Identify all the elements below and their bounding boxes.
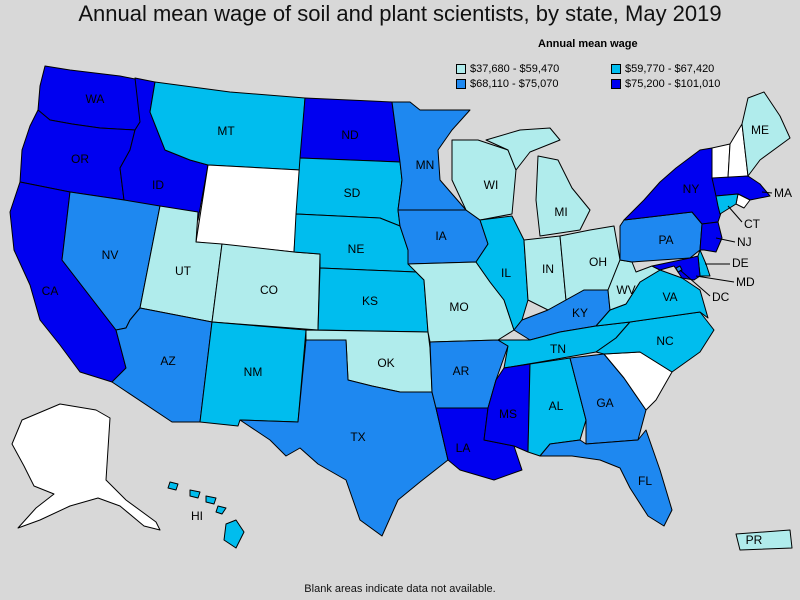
label-PR: PR bbox=[746, 533, 763, 547]
leader-MD bbox=[695, 275, 735, 283]
legend-label-bin-3: $75,200 - $101,010 bbox=[625, 78, 721, 90]
label-FL: FL bbox=[638, 474, 652, 488]
state-WY[interactable] bbox=[195, 164, 301, 253]
label-AR: AR bbox=[453, 364, 470, 378]
legend-title: Annual mean wage bbox=[538, 38, 638, 50]
label-MI: MI bbox=[554, 205, 567, 219]
label-AL: AL bbox=[549, 399, 564, 413]
legend: Annual mean wage $37,680 - $59,470 $59,7… bbox=[440, 38, 790, 91]
state-MN[interactable] bbox=[391, 101, 471, 211]
label-NJ: NJ bbox=[737, 235, 752, 249]
label-HI: HI bbox=[191, 509, 203, 523]
leader-NJ bbox=[715, 237, 736, 243]
label-PA: PA bbox=[658, 233, 673, 247]
legend-item-bin-2: $68,110 - $75,070 bbox=[456, 77, 611, 91]
label-MT: MT bbox=[217, 124, 235, 138]
map-title: Annual mean wage of soil and plant scien… bbox=[78, 1, 722, 26]
label-IN: IN bbox=[542, 262, 554, 276]
legend-item-bin-1: $59,770 - $67,420 bbox=[611, 62, 786, 76]
legend-swatch-bin-3 bbox=[611, 79, 621, 89]
legend-swatch-bin-1 bbox=[611, 64, 621, 74]
label-WA: WA bbox=[86, 92, 105, 106]
state-TX[interactable] bbox=[239, 339, 449, 537]
state-CT[interactable] bbox=[715, 193, 739, 215]
label-MD: MD bbox=[736, 275, 755, 289]
label-CT: CT bbox=[744, 217, 761, 231]
state-ME[interactable] bbox=[741, 91, 791, 177]
label-UT: UT bbox=[175, 264, 192, 278]
label-TX: TX bbox=[350, 430, 365, 444]
legend-label-bin-2: $68,110 - $75,070 bbox=[470, 78, 559, 90]
leader-CT bbox=[727, 205, 743, 223]
label-NY: NY bbox=[683, 182, 700, 196]
label-DC: DC bbox=[712, 290, 730, 304]
leader-MA bbox=[761, 191, 773, 194]
footnote: Blank areas indicate data not available. bbox=[304, 583, 496, 595]
state-VT[interactable] bbox=[711, 143, 731, 179]
label-IL: IL bbox=[501, 266, 511, 280]
legend-item-bin-3: $75,200 - $101,010 bbox=[611, 77, 786, 91]
legend-swatch-bin-2 bbox=[456, 79, 466, 89]
state-FL[interactable] bbox=[539, 429, 673, 527]
leader-DC bbox=[679, 269, 711, 297]
label-OK: OK bbox=[377, 356, 394, 370]
label-ME: ME bbox=[751, 123, 769, 137]
state-NC[interactable] bbox=[595, 311, 715, 373]
label-NV: NV bbox=[102, 248, 119, 262]
label-SD: SD bbox=[344, 186, 361, 200]
label-WV: WV bbox=[616, 283, 635, 297]
label-MA: MA bbox=[774, 186, 792, 200]
label-NM: NM bbox=[244, 365, 263, 379]
label-GA: GA bbox=[596, 396, 613, 410]
state-HI[interactable] bbox=[167, 481, 245, 549]
state-NJ[interactable] bbox=[699, 221, 723, 253]
legend-label-bin-0: $37,680 - $59,470 bbox=[470, 63, 560, 75]
label-CA: CA bbox=[42, 284, 59, 298]
label-OR: OR bbox=[71, 152, 89, 166]
label-MO: MO bbox=[449, 300, 468, 314]
label-NC: NC bbox=[656, 334, 674, 348]
label-OH: OH bbox=[589, 255, 607, 269]
label-MN: MN bbox=[416, 158, 435, 172]
label-AZ: AZ bbox=[160, 354, 175, 368]
label-NE: NE bbox=[348, 242, 365, 256]
state-AK[interactable] bbox=[11, 403, 161, 531]
state-NY[interactable] bbox=[623, 147, 723, 225]
label-TN: TN bbox=[550, 342, 566, 356]
legend-item-bin-0: $37,680 - $59,470 bbox=[456, 62, 611, 76]
label-IA: IA bbox=[435, 229, 446, 243]
label-KS: KS bbox=[362, 294, 378, 308]
legend-swatch-bin-0 bbox=[456, 64, 466, 74]
state-WI[interactable] bbox=[451, 139, 517, 221]
label-ID: ID bbox=[152, 178, 164, 192]
state-MI[interactable] bbox=[485, 127, 591, 237]
label-VA: VA bbox=[662, 290, 677, 304]
label-CO: CO bbox=[260, 283, 278, 297]
state-DE[interactable] bbox=[697, 249, 711, 277]
label-LA: LA bbox=[456, 441, 471, 455]
label-MS: MS bbox=[499, 407, 517, 421]
label-ND: ND bbox=[341, 128, 359, 142]
label-WI: WI bbox=[484, 178, 499, 192]
legend-label-bin-1: $59,770 - $67,420 bbox=[625, 63, 715, 75]
label-DE: DE bbox=[732, 256, 749, 270]
state-PR[interactable] bbox=[735, 529, 793, 551]
label-KY: KY bbox=[572, 306, 588, 320]
